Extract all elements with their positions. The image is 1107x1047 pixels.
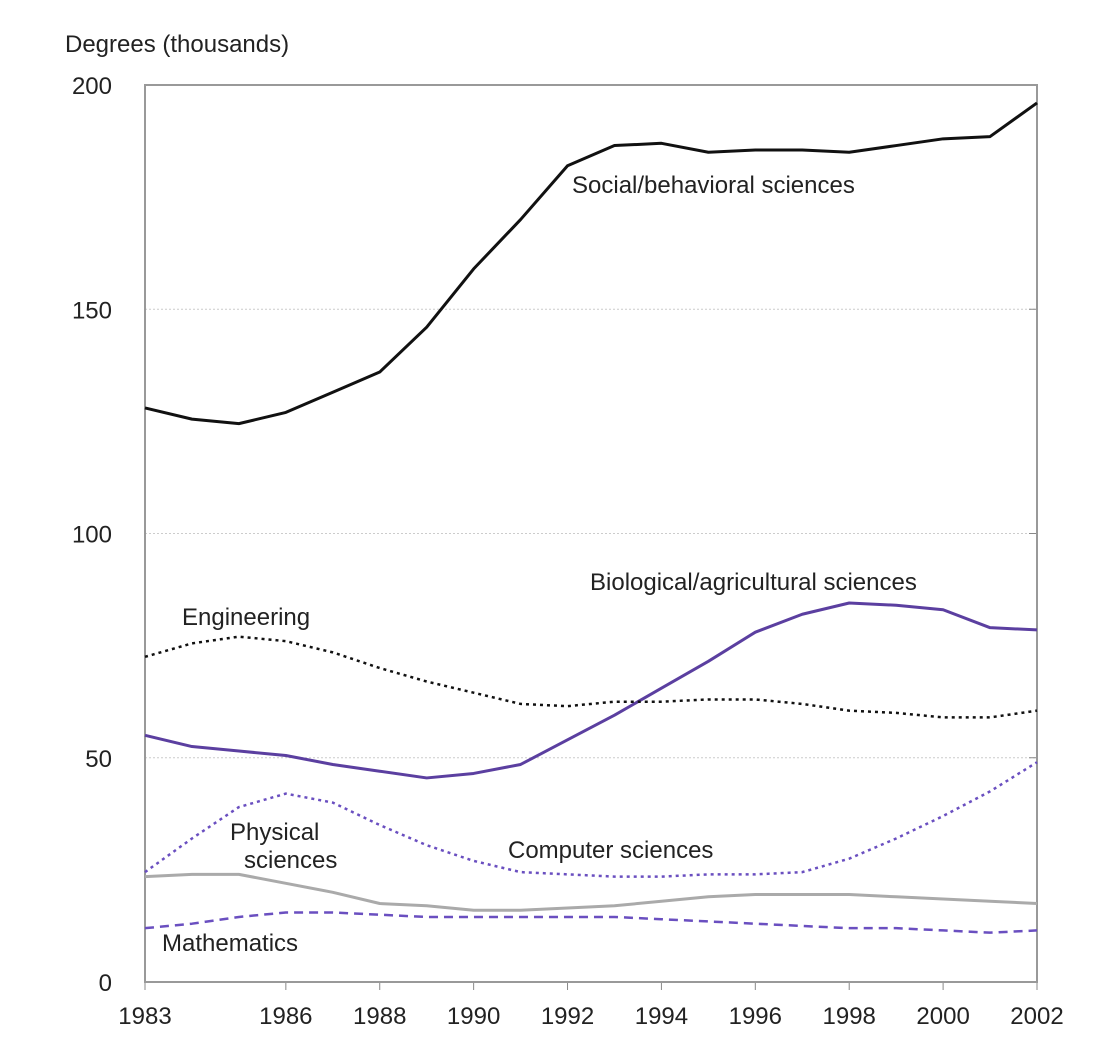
x-tick-label: 1994 [635, 1003, 688, 1030]
series-line [144, 101, 1038, 426]
series-label: Biological/agricultural sciences [590, 569, 917, 596]
series-label: Social/behavioral sciences [572, 172, 855, 199]
x-tick-label: 1986 [259, 1003, 312, 1030]
series-label: Computer sciences [508, 837, 713, 864]
y-tick-label: 50 [85, 746, 112, 773]
series-line [144, 601, 1038, 780]
series-label: Physical sciences [230, 819, 337, 874]
x-tick-label: 2000 [916, 1003, 969, 1030]
x-tick-label: 1988 [353, 1003, 406, 1030]
x-tick-label: 1992 [541, 1003, 594, 1030]
y-axis-label: Degrees (thousands) [65, 31, 289, 58]
series-line [144, 761, 1038, 878]
x-tick-label: 1983 [118, 1003, 171, 1030]
x-tick-label: 1998 [823, 1003, 876, 1030]
y-tick-label: 0 [99, 970, 112, 997]
y-tick-label: 150 [72, 297, 112, 324]
series-line [144, 872, 1038, 912]
x-tick-label: 1996 [729, 1003, 782, 1030]
series-label: Engineering [182, 604, 310, 631]
series-line [144, 635, 1038, 719]
x-tick-label: 2002 [1010, 1003, 1063, 1030]
series-label: Mathematics [162, 930, 298, 957]
x-tick-label: 1990 [447, 1003, 500, 1030]
y-tick-label: 200 [72, 73, 112, 100]
y-tick-label: 100 [72, 522, 112, 549]
plot-frame [144, 84, 1038, 983]
